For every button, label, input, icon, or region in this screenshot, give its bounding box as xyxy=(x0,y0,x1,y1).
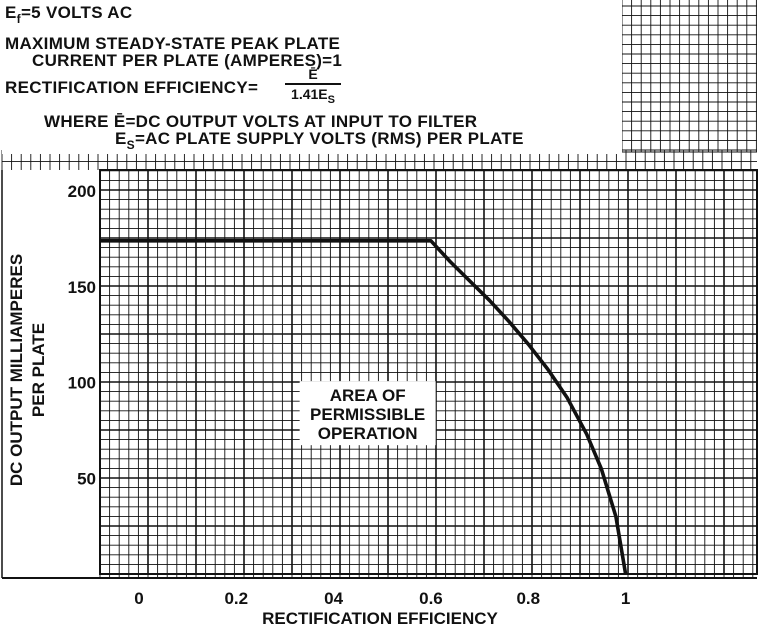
area-label-line: PERMISSIBLE xyxy=(310,405,425,424)
formula-denominator: 1.41ES xyxy=(285,83,341,106)
y-tick-bg xyxy=(64,466,98,489)
x-tick-label: 1 xyxy=(621,589,630,608)
formula-numerator: Ē xyxy=(308,66,318,82)
series-line xyxy=(100,239,628,575)
notes-box: Ef=5 VOLTS AC MAXIMUM STEADY-STATE PEAK … xyxy=(2,0,622,154)
y-tick-bg xyxy=(64,370,98,393)
note-line-4: RECTIFICATION EFFICIENCY= xyxy=(5,78,259,97)
plot-frame xyxy=(1,169,758,579)
tick-labels: 0 0.2 04 0.6 0.8 1 200 150 100 50 xyxy=(64,179,630,608)
y-axis-label: DC OUTPUT MILLIAMPERES PER PLATE xyxy=(7,254,48,486)
y-axis-label-line-2: PER PLATE xyxy=(29,323,48,417)
formula: Ē 1.41ES xyxy=(285,66,341,106)
note-line-6: ES=AC PLATE SUPPLY VOLTS (RMS) PER PLATE xyxy=(115,129,524,153)
area-label-line: OPERATION xyxy=(318,424,418,443)
y-tick-label: 50 xyxy=(77,469,96,488)
y-tick-bg xyxy=(64,274,98,297)
y-tick-label: 200 xyxy=(68,182,96,201)
note-line-2: MAXIMUM STEADY-STATE PEAK PLATE xyxy=(5,34,341,53)
axis-labels: RECTIFICATION EFFICIENCY DC OUTPUT MILLI… xyxy=(7,254,499,628)
note-line-5: WHERE Ē=DC OUTPUT VOLTS AT INPUT TO FILT… xyxy=(44,112,478,131)
x-tick-label: 0 xyxy=(134,589,143,608)
x-tick-label: 0.2 xyxy=(224,589,248,608)
y-tick-bg xyxy=(64,179,98,202)
x-axis-label: RECTIFICATION EFFICIENCY xyxy=(262,609,498,628)
note-line-3: CURRENT PER PLATE (AMPERES)=1 xyxy=(32,51,343,70)
area-label-bg xyxy=(299,381,436,446)
x-tick-label: 0.6 xyxy=(419,589,443,608)
plot-border xyxy=(99,169,758,575)
data-series xyxy=(100,239,628,575)
y-tick-label: 150 xyxy=(68,278,96,297)
area-label-line: AREA OF xyxy=(330,386,406,405)
x-tick-label: 0.8 xyxy=(516,589,540,608)
y-tick-label: 100 xyxy=(68,374,96,393)
x-tick-label: 04 xyxy=(324,589,343,608)
y-axis-label-line-1: DC OUTPUT MILLIAMPERES xyxy=(7,254,26,486)
note-line-1: Ef=5 VOLTS AC xyxy=(5,3,133,27)
